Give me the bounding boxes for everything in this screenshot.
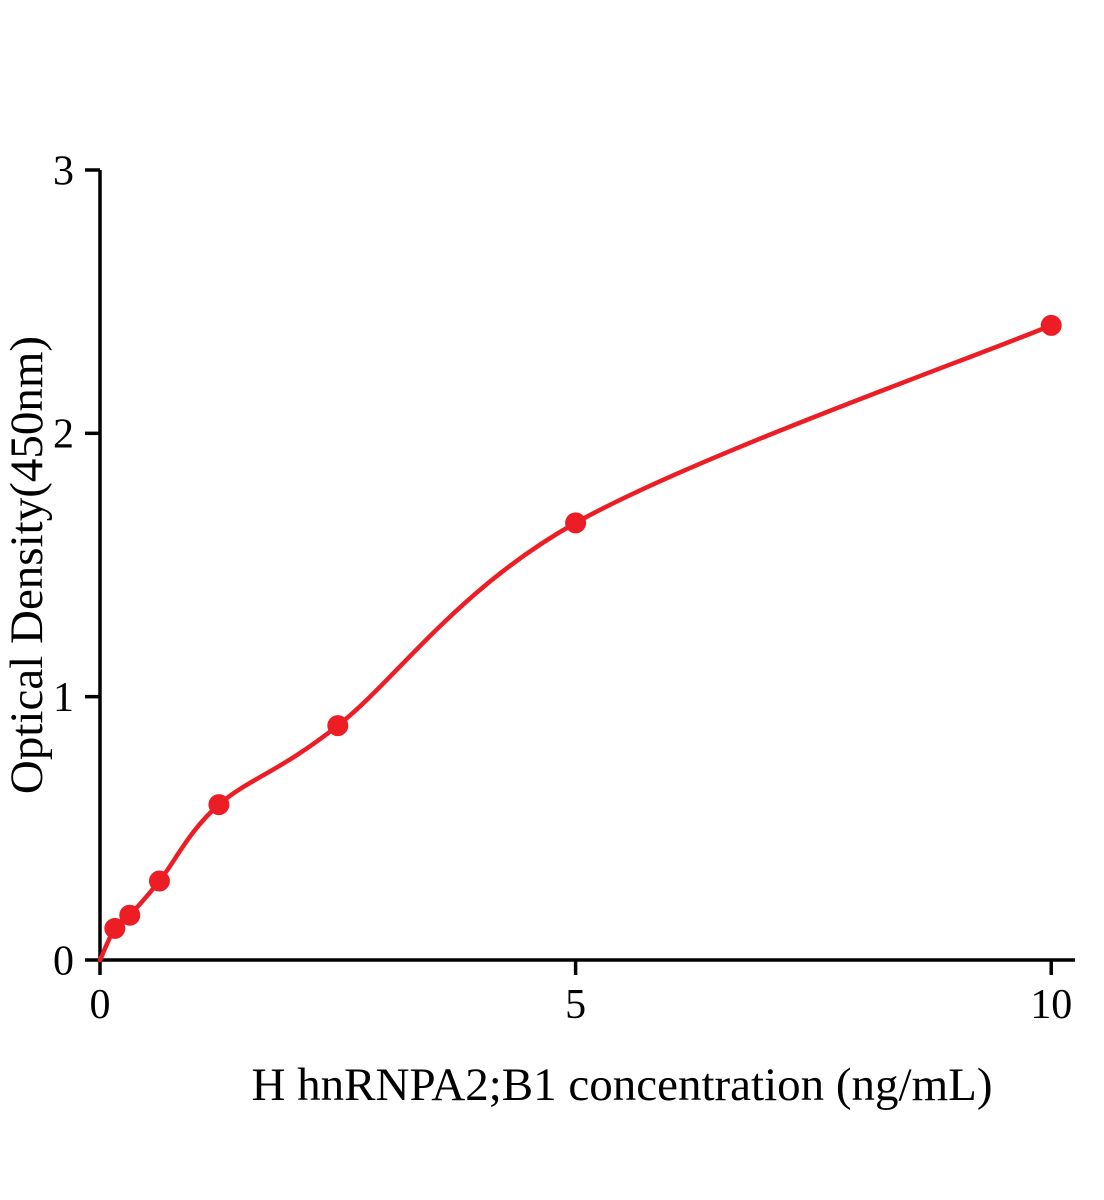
- fit-curve-line: [97, 323, 1054, 963]
- y-axis-label: Optical Density(450nm): [1, 336, 53, 794]
- data-point: [327, 715, 349, 737]
- data-point: [148, 870, 170, 892]
- x-tick-label: 10: [1030, 982, 1072, 1028]
- tick-labels: 0 5 10 0 1 2 3: [53, 148, 1072, 1028]
- data-point: [119, 904, 141, 926]
- x-tick-label: 5: [565, 982, 586, 1028]
- data-point: [565, 512, 587, 534]
- data-point: [1040, 314, 1062, 336]
- data-point: [208, 794, 230, 816]
- y-tick-label: 3: [53, 148, 74, 194]
- tick-marks: [85, 168, 1053, 975]
- y-tick-label: 1: [53, 675, 74, 721]
- data-point: [104, 917, 126, 939]
- data-points: [104, 314, 1062, 939]
- axes: [98, 170, 1075, 962]
- x-axis-label: H hnRNPA2;B1 concentration (ng/mL): [251, 1059, 992, 1111]
- x-tick-label: 0: [90, 982, 111, 1028]
- y-tick-label: 0: [53, 938, 74, 984]
- y-tick-label: 2: [53, 412, 74, 458]
